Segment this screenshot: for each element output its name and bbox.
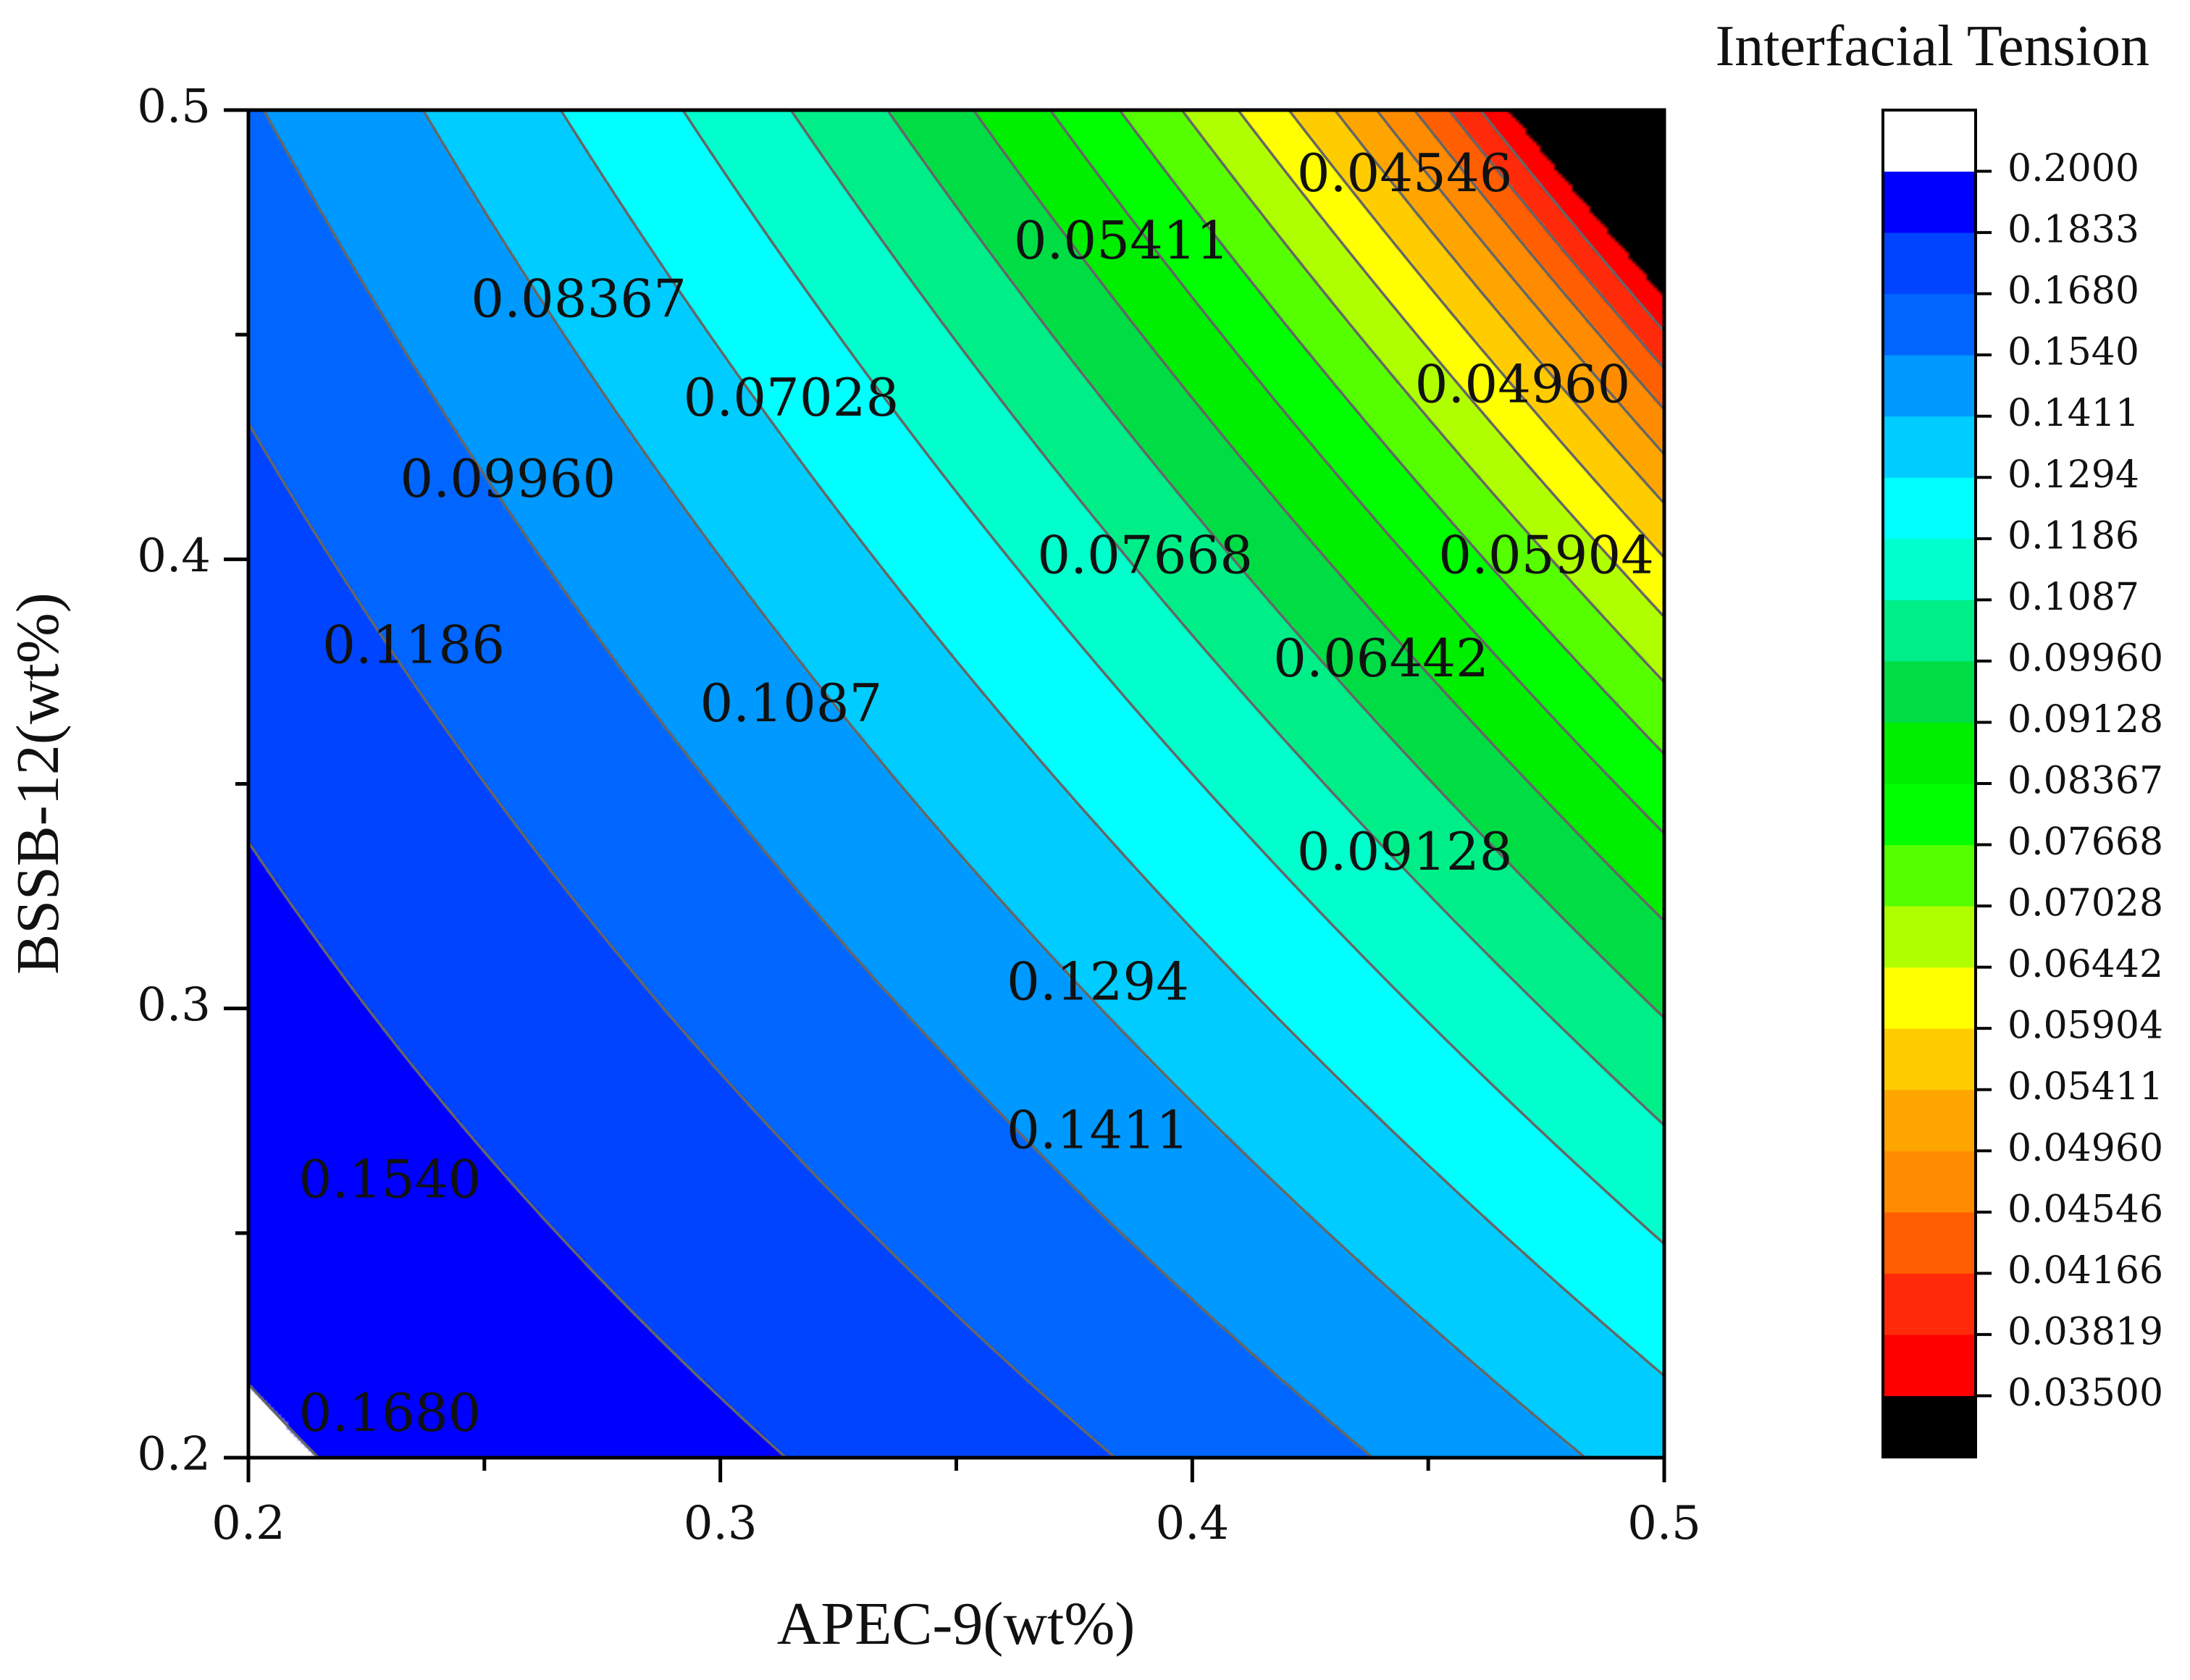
- colorbar-swatch: [1883, 1395, 1976, 1458]
- colorbar-swatch: [1883, 232, 1976, 295]
- x-tick-label: 0.3: [684, 1497, 758, 1550]
- contour-label: 0.05411: [1014, 210, 1230, 271]
- colorbar-label: 0.06442: [2008, 943, 2163, 986]
- colorbar-swatch: [1883, 844, 1976, 907]
- colorbar-label: 0.04546: [2008, 1188, 2163, 1231]
- contour-line: [262, 110, 1374, 1458]
- contour-label: 0.09128: [1297, 821, 1513, 882]
- contour-label: 0.07028: [684, 367, 899, 428]
- contour-line: [559, 110, 1664, 1377]
- colorbar-swatch: [1883, 906, 1976, 968]
- colorbar-label: 0.05904: [2008, 1004, 2163, 1048]
- contour-label: 0.1186: [322, 614, 505, 675]
- contour-line: [248, 422, 1117, 1458]
- y-axis-title: BSSB-12(wt%): [4, 592, 72, 974]
- colorbar-swatch: [1883, 660, 1976, 723]
- colorbar-swatch: [1883, 1334, 1976, 1396]
- x-tick-label: 0.4: [1155, 1497, 1229, 1550]
- contour-line: [248, 841, 787, 1458]
- contour-label: 0.04546: [1297, 143, 1513, 203]
- contour-label: 0.1680: [299, 1382, 482, 1443]
- contour-line: [421, 110, 1587, 1458]
- colorbar-label: 0.03500: [2008, 1372, 2163, 1415]
- colorbar-label: 0.1087: [2008, 576, 2139, 619]
- colorbar-swatch: [1883, 416, 1976, 478]
- colorbar-title: Interfacial Tension: [1716, 14, 2149, 78]
- contour-label: 0.06442: [1273, 628, 1489, 689]
- contour-line: [1180, 110, 1664, 684]
- colorbar-label: 0.1833: [2008, 209, 2139, 252]
- y-tick-label: 0.5: [137, 80, 211, 134]
- colorbar-label: 0.08367: [2008, 760, 2163, 803]
- x-tick-label: 0.2: [211, 1497, 285, 1550]
- colorbar-swatch: [1883, 1028, 1976, 1091]
- colorbar-swatch: [1883, 355, 1976, 417]
- colorbar-label: 0.1411: [2008, 392, 2139, 435]
- contour-lines: [248, 110, 1664, 1458]
- colorbar-label: 0.1186: [2008, 514, 2139, 558]
- colorbar-swatch: [1883, 784, 1976, 846]
- contour-label: 0.08367: [471, 269, 687, 329]
- contour-label: 0.1540: [299, 1149, 482, 1210]
- y-tick-label: 0.3: [137, 978, 211, 1032]
- colorbar-label: 0.04960: [2008, 1127, 2163, 1170]
- contour-label: 0.05904: [1438, 524, 1654, 585]
- colorbar-swatch: [1883, 538, 1976, 600]
- contour-label: 0.09960: [400, 448, 616, 509]
- colorbar-label: 0.09128: [2008, 698, 2163, 742]
- contour-label: 0.07668: [1037, 524, 1253, 585]
- colorbar-label: 0.1680: [2008, 269, 2139, 313]
- colorbar-label: 0.04166: [2008, 1249, 2163, 1293]
- x-tick-label: 0.5: [1627, 1497, 1701, 1550]
- colorbar-label: 0.05411: [2008, 1065, 2163, 1109]
- y-axis: 0.2 0.3 0.4 0.5: [137, 80, 248, 1482]
- colorbar-swatch: [1883, 967, 1976, 1029]
- contour-line: [1334, 110, 1664, 505]
- colorbar-swatch: [1883, 171, 1976, 233]
- contour-label: 0.04960: [1415, 354, 1631, 415]
- colorbar-label: 0.1294: [2008, 453, 2139, 497]
- colorbar-swatch: [1883, 722, 1976, 784]
- contour-line: [1118, 110, 1664, 755]
- colorbar-label: 0.09960: [2008, 637, 2163, 680]
- contour-line: [1049, 110, 1664, 835]
- colorbar-swatch: [1883, 293, 1976, 356]
- colorbar-label: 0.07028: [2008, 882, 2163, 925]
- contour-line: [1288, 110, 1664, 559]
- contour-line: [789, 110, 1664, 1127]
- contour-label: 0.1087: [700, 673, 882, 734]
- x-axis: 0.2 0.3 0.4 0.5: [211, 1458, 1701, 1550]
- colorbar-swatch: [1883, 600, 1976, 662]
- contour-line: [1448, 110, 1664, 370]
- contour-label: 0.1294: [1007, 952, 1189, 1012]
- colorbar-label: 0.07668: [2008, 820, 2163, 864]
- contour-label: 0.1411: [1007, 1099, 1189, 1160]
- colorbar-swatch: [1883, 1211, 1976, 1274]
- colorbar-label: 0.2000: [2008, 147, 2139, 190]
- contour-labels: 0.04546 0.05411 0.04960 0.08367 0.07028 0.099…: [299, 143, 1654, 1443]
- colorbar-swatch: [1883, 1151, 1976, 1213]
- contour-line: [1479, 110, 1664, 332]
- colorbar-swatch: [1883, 1273, 1976, 1335]
- colorbar: 0.03500 0.03819 0.04166 0.04546 0.04960 0.054…: [1881, 109, 2163, 1458]
- colorbar-label: 0.03819: [2008, 1310, 2163, 1353]
- x-axis-title: APEC-9(wt%): [777, 1590, 1136, 1658]
- colorbar-swatch: [1883, 1089, 1976, 1151]
- y-tick-label: 0.4: [137, 529, 211, 583]
- y-tick-label: 0.2: [137, 1428, 211, 1482]
- contour-line: [248, 1383, 320, 1458]
- colorbar-swatch: [1883, 477, 1976, 539]
- colorbar-swatch: [1883, 110, 1976, 172]
- colorbar-label: 0.1540: [2008, 331, 2139, 374]
